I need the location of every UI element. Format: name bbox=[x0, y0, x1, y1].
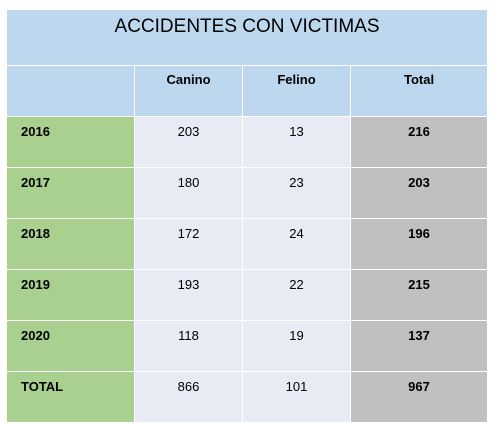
felino-cell: 13 bbox=[242, 116, 351, 168]
felino-cell: 23 bbox=[242, 167, 351, 219]
total-cell: 196 bbox=[349, 218, 489, 270]
table-row: 2020 118 19 137 bbox=[6, 320, 489, 372]
accidents-table-container: ACCIDENTES CON VICTIMAS Canino Felino To… bbox=[5, 9, 489, 423]
felino-total-cell: 101 bbox=[242, 371, 351, 423]
total-cell: 203 bbox=[349, 167, 489, 219]
header-row: Canino Felino Total bbox=[6, 65, 489, 117]
grand-total-cell: 967 bbox=[349, 371, 489, 423]
header-total: Total bbox=[349, 65, 489, 117]
canino-cell: 193 bbox=[134, 269, 243, 321]
table-title: ACCIDENTES CON VICTIMAS bbox=[5, 9, 489, 66]
canino-cell: 180 bbox=[134, 167, 243, 219]
table-row: 2016 203 13 216 bbox=[6, 116, 489, 168]
total-cell: 137 bbox=[349, 320, 489, 372]
year-cell: 2019 bbox=[6, 269, 135, 321]
canino-cell: 118 bbox=[134, 320, 243, 372]
year-cell: 2020 bbox=[6, 320, 135, 372]
year-cell: 2017 bbox=[6, 167, 135, 219]
felino-cell: 24 bbox=[242, 218, 351, 270]
total-cell: 216 bbox=[349, 116, 489, 168]
totals-row: TOTAL 866 101 967 bbox=[6, 371, 489, 423]
canino-cell: 203 bbox=[134, 116, 243, 168]
felino-cell: 22 bbox=[242, 269, 351, 321]
header-felino: Felino bbox=[242, 65, 351, 117]
table-row: 2017 180 23 203 bbox=[6, 167, 489, 219]
total-cell: 215 bbox=[349, 269, 489, 321]
table-row: 2018 172 24 196 bbox=[6, 218, 489, 270]
header-canino: Canino bbox=[134, 65, 243, 117]
year-cell: 2018 bbox=[6, 218, 135, 270]
canino-total-cell: 866 bbox=[134, 371, 243, 423]
year-cell: 2016 bbox=[6, 116, 135, 168]
totals-label-cell: TOTAL bbox=[6, 371, 135, 423]
table-row: 2019 193 22 215 bbox=[6, 269, 489, 321]
accidents-table: ACCIDENTES CON VICTIMAS Canino Felino To… bbox=[5, 9, 489, 423]
canino-cell: 172 bbox=[134, 218, 243, 270]
title-row: ACCIDENTES CON VICTIMAS bbox=[5, 9, 489, 66]
felino-cell: 19 bbox=[242, 320, 351, 372]
header-empty bbox=[6, 65, 135, 117]
